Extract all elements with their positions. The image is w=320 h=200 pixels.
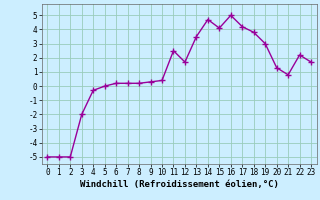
X-axis label: Windchill (Refroidissement éolien,°C): Windchill (Refroidissement éolien,°C) [80,180,279,189]
